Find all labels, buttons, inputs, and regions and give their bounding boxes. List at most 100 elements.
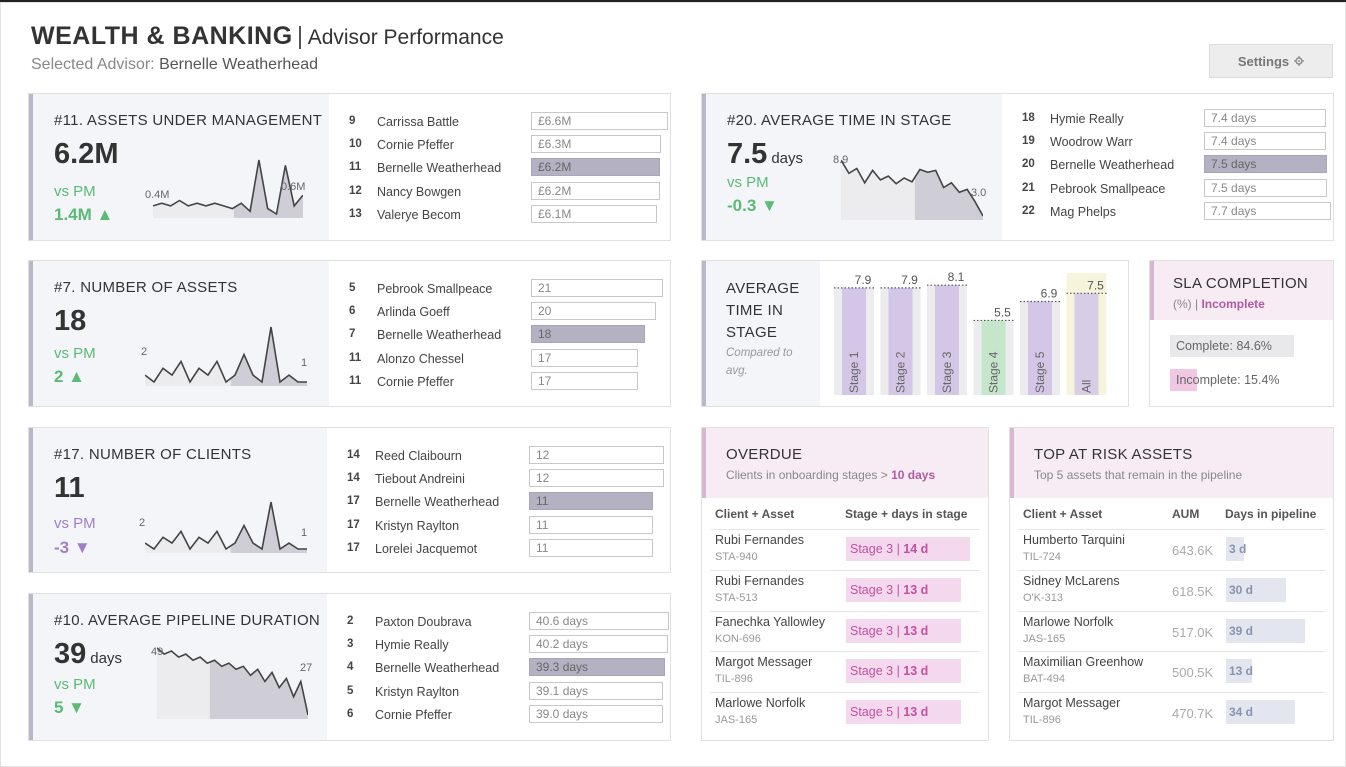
at-risk-client-name[interactable]: Sidney McLarens (1023, 573, 1120, 588)
stage-bar[interactable] (842, 287, 866, 395)
overdue-stage: Stage 3 | (850, 623, 900, 638)
ranking-row[interactable]: 21 Pebrook Smallpeace 7.5 days (1022, 178, 1342, 199)
ranking-row[interactable]: 19 Woodrow Warr 7.4 days (1022, 132, 1342, 152)
overdue-days: 13 d (903, 623, 929, 638)
overdue-client-name[interactable]: Margot Messager (715, 655, 813, 670)
overdue-client-name[interactable]: Rubi Fernandes (715, 573, 804, 588)
stage-bar[interactable] (935, 285, 959, 395)
kpi-summary: #7. NUMBER OF ASSETS 18 vs PM 2 ▲ 2 1 (29, 261, 329, 406)
sparkline-line (145, 501, 307, 551)
ranking-row[interactable]: 11 Alonzo Chessel 17 (349, 348, 669, 369)
stage-bar[interactable] (1074, 293, 1099, 395)
ranking-row[interactable]: 2 Paxton Doubrava 40.6 days (347, 612, 669, 632)
kpi-summary: #10. AVERAGE PIPELINE DURATION 39 days vs P… (29, 594, 327, 740)
ranking-row[interactable]: 11 Bernelle Weatherhead £6.2M (349, 158, 669, 178)
ranking-row[interactable]: 17 Kristyn Raylton 11 (347, 515, 667, 536)
stage-bar[interactable] (1028, 301, 1052, 395)
ranking-row[interactable]: 14 Tiebout Andreini 12 (347, 469, 667, 489)
overdue-client-name[interactable]: Rubi Fernandes (715, 533, 804, 547)
sla-complete-label: Complete: 84.6% (1176, 339, 1272, 353)
stage-value-label: 8.1 (948, 270, 965, 284)
kpi-value: 6.2M (54, 138, 122, 171)
ranking-row[interactable]: 6 Arlinda Goeff 20 (349, 302, 669, 322)
overdue-stage: Stage 3 | (850, 664, 900, 679)
sla-subtitle-highlight: Incomplete (1201, 297, 1265, 311)
ranking-advisor-name: Bernelle Weatherhead (377, 161, 502, 176)
ranking-row[interactable]: 13 Valerye Becom £6.1M (349, 204, 669, 225)
ranking-advisor-name: Cornie Pfeffer (375, 707, 452, 722)
selected-advisor-name[interactable]: Bernelle Weatherhead (159, 56, 318, 73)
overdue-asset-code: TIL-896 (715, 673, 753, 686)
ranking-row[interactable]: 3 Hymie Really 40.2 days (347, 635, 668, 655)
ranking-row[interactable]: 12 Nancy Bowgen £6.2M (349, 181, 669, 202)
stage-chart-panel: AVERAGE TIME IN STAGE Compared to avg. 7… (701, 260, 1129, 407)
ranking-row[interactable]: 10 Cornie Pfeffer £6.3M (349, 135, 669, 155)
ranking-row[interactable]: 11 Cornie Pfeffer 17 (349, 371, 669, 392)
ranking-row[interactable]: 17 Bernelle Weatherhead 11 (347, 492, 667, 512)
ranking-row[interactable]: 5 Pebrook Smallpeace 21 (349, 279, 669, 299)
row-divider (710, 610, 980, 612)
at-risk-days-bar[interactable]: 30 d (1226, 577, 1286, 602)
sparkline-end-label: 1 (301, 357, 308, 369)
at-risk-days-bar[interactable]: 13 d (1226, 659, 1253, 684)
kpi-rank: #11. (54, 112, 84, 129)
kpi-value-number: 7.5 (727, 138, 768, 170)
stage-bar[interactable] (888, 287, 913, 395)
ranking-row[interactable]: 5 Kristyn Raylton 39.1 days (347, 681, 667, 702)
ranking-position: 17 (347, 518, 360, 531)
stage-bar[interactable] (981, 320, 1006, 395)
stage-chart-svg: 7.9 Stage 1 7.9 Stage 2 8.1 Stage 3 5.5 Stage 4… (834, 270, 1107, 395)
overdue-client-name[interactable]: Fanechka Yallowley (715, 614, 826, 629)
at-risk-days-bar[interactable]: 39 d (1226, 618, 1305, 643)
kpi-title-text: AVERAGE TIME IN STAGE (761, 112, 952, 129)
stage-category-label: Stage 3 (940, 351, 954, 393)
sparkline-start-label: 0.4M (145, 189, 170, 201)
overdue-stage-pill[interactable]: Stage 3 | 13 d (846, 659, 961, 684)
at-risk-aum: 517.0K (1172, 624, 1214, 640)
ranking-advisor-name: Lorelei Jacquemot (375, 541, 478, 556)
at-risk-client-name[interactable]: Maximilian Greenhow (1023, 655, 1144, 670)
kpi-rank: #17. (54, 446, 85, 463)
ranking-advisor-name: Pebrook Smallpeace (377, 282, 493, 296)
row-divider (1018, 692, 1325, 694)
overdue-stage-pill[interactable]: Stage 3 | 13 d (846, 618, 961, 643)
kpi-sparkline (153, 159, 303, 218)
ranking-row[interactable]: 9 Carrissa Battle £6.6M (349, 112, 669, 132)
ranking-advisor-name: Carrissa Battle (377, 115, 459, 129)
row-divider (1018, 651, 1325, 653)
at-risk-asset-code: JAS-165 (1023, 632, 1066, 645)
at-risk-client-name[interactable]: Marlowe Norfolk (1023, 614, 1114, 629)
sparkline-start-label: 2 (139, 517, 146, 529)
at-risk-aum: 470.7K (1172, 706, 1214, 722)
at-risk-days-bar[interactable]: 34 d (1226, 700, 1295, 725)
kpi-rank: #7. (54, 279, 76, 296)
ranking-row[interactable]: 14 Reed Claibourn 12 (347, 446, 667, 466)
ranking-row[interactable]: 17 Lorelei Jacquemot 11 (347, 538, 667, 559)
ranking-row[interactable]: 18 Hymie Really 7.4 days (1022, 109, 1342, 129)
page-subtitle: Advisor Performance (307, 26, 504, 49)
ranking-value-bar: 39.3 days (529, 658, 665, 677)
at-risk-asset-code: TIL-724 (1023, 551, 1061, 563)
ranking-row[interactable]: 7 Bernelle Weatherhead 18 (349, 325, 669, 345)
ranking-advisor-name: Hymie Really (1050, 112, 1124, 126)
ranking-row[interactable]: 22 Mag Phelps 7.7 days (1022, 201, 1342, 222)
overdue-stage-pill[interactable]: Stage 5 | 13 d (846, 700, 961, 725)
row-divider (710, 529, 980, 530)
overdue-client-name[interactable]: Marlowe Norfolk (715, 696, 806, 711)
sla-header: SLA COMPLETION (%) | Incomplete (1150, 261, 1333, 320)
kpi-vs-label: vs PM (727, 174, 769, 191)
sparkline-highlight-area (234, 160, 303, 218)
ranking-row[interactable]: 20 Bernelle Weatherhead 7.5 days (1022, 155, 1342, 175)
ranking-row[interactable]: 4 Bernelle Weatherhead 39.3 days (347, 658, 667, 678)
at-risk-client-name[interactable]: Humberto Tarquini (1023, 533, 1125, 547)
at-risk-days-bar[interactable]: 3 d (1226, 537, 1246, 561)
overdue-stage-pill[interactable]: Stage 3 | 13 d (846, 577, 961, 602)
ranking-row[interactable]: 6 Cornie Pfeffer 39.0 days (347, 704, 667, 725)
overdue-stage-pill[interactable]: Stage 3 | 14 d (846, 537, 970, 561)
ranking-value-bar: 7.7 days (1204, 201, 1331, 220)
ranking-advisor-name: Tiebout Andreini (375, 472, 465, 487)
overdue-asset-code: JAS-165 (715, 714, 758, 727)
settings-button[interactable]: Settings (1209, 44, 1333, 78)
at-risk-aum: 643.6K (1172, 543, 1214, 558)
at-risk-client-name[interactable]: Margot Messager (1023, 696, 1121, 711)
